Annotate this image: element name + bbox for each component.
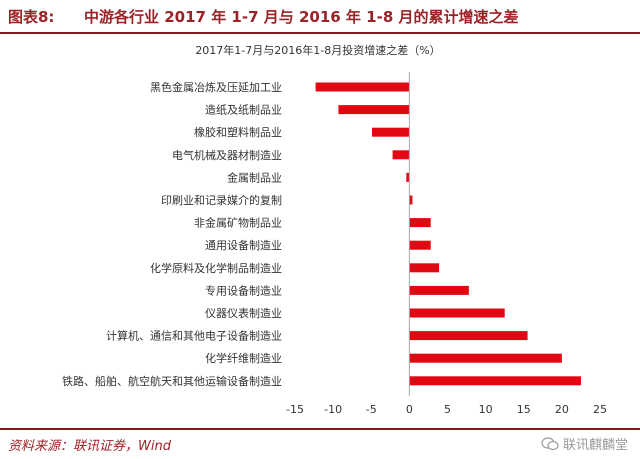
bar: [338, 105, 410, 115]
bar: [392, 150, 410, 160]
category-label: 黑色金属冶炼及压延加工业: [150, 80, 282, 94]
x-tick-label: 5: [444, 403, 451, 416]
bar: [406, 172, 410, 182]
x-tick-label: -10: [324, 403, 342, 416]
x-tick-label: 15: [517, 403, 531, 416]
bar: [409, 240, 431, 250]
category-label: 非金属矿物制品业: [194, 216, 282, 230]
category-label: 铁路、船舶、航空航天和其他运输设备制造业: [62, 374, 282, 388]
bar: [409, 285, 469, 295]
category-label: 化学原料及化学制品制造业: [150, 261, 282, 275]
category-label: 仪器仪表制造业: [205, 306, 282, 320]
figure-title: 中游各行业 2017 年 1-7 月与 2016 年 1-8 月的累计增速之差: [84, 8, 519, 26]
category-label: 电气机械及器材制造业: [172, 148, 282, 162]
chart-title: 2017年1-7月与2016年1-8月投资增速之差（%）: [195, 43, 440, 57]
category-label: 印刷业和记录媒介的复制: [161, 193, 282, 207]
bar: [409, 376, 581, 386]
category-label: 金属制品业: [227, 170, 282, 184]
source-note: 资料来源：联讯证券，Wind: [8, 439, 171, 454]
category-label: 计算机、通信和其他电子设备制造业: [106, 329, 282, 343]
bar: [315, 82, 410, 92]
bar: [409, 353, 562, 363]
x-tick-label: 20: [555, 403, 569, 416]
wechat-icon: [541, 436, 559, 450]
bar: [409, 218, 431, 228]
figure-label: 图表8:: [8, 8, 55, 26]
category-label: 专用设备制造业: [205, 283, 282, 297]
bar: [409, 331, 528, 341]
x-tick-label: 10: [479, 403, 493, 416]
bar: [409, 195, 413, 205]
bar: [372, 127, 410, 137]
x-tick-label: 25: [593, 403, 607, 416]
category-label: 橡胶和塑料制品业: [194, 125, 282, 139]
category-label: 造纸及纸制品业: [205, 103, 282, 117]
figure-header: 图表8: 中游各行业 2017 年 1-7 月与 2016 年 1-8 月的累计…: [0, 0, 640, 34]
watermark-text: 联讯麒麟堂: [562, 438, 628, 453]
x-tick-label: 0: [406, 403, 413, 416]
bar-chart: 2017年1-7月与2016年1-8月投资增速之差（%） 黑色金属冶炼及压延加工…: [62, 43, 607, 416]
category-label: 通用设备制造业: [205, 238, 282, 252]
category-label: 化学纤维制造业: [205, 351, 282, 365]
x-tick-label: -5: [366, 403, 377, 416]
x-tick-label: -15: [286, 403, 304, 416]
bar: [409, 263, 440, 273]
figure-footer: 资料来源：联讯证券，Wind 联讯麒麟堂: [0, 428, 640, 459]
bar: [409, 308, 505, 318]
watermark: 联讯麒麟堂: [541, 434, 628, 453]
